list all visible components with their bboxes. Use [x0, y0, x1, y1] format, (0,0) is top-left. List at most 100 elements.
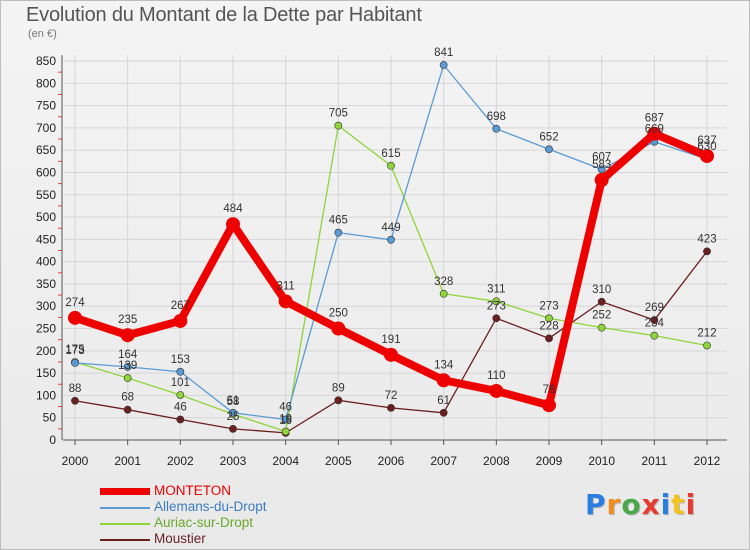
data-point-moustier [176, 415, 185, 424]
data-point-auriac-sur-dropt [387, 161, 395, 170]
data-label-allemans-du-dropt: 46 [279, 401, 292, 413]
data-point-moustier [334, 396, 343, 405]
y-tick-label: 250 [36, 322, 56, 336]
data-label-allemans-du-dropt: 669 [645, 124, 664, 136]
data-label-auriac-sur-dropt: 212 [697, 327, 716, 339]
data-point-moustier [71, 396, 79, 405]
data-point-auriac-sur-dropt [597, 323, 606, 332]
data-label-moustier: 423 [697, 233, 716, 245]
y-tick-label: 500 [36, 210, 56, 224]
y-tick-label: 350 [36, 277, 56, 291]
y-tick-label: 450 [36, 232, 56, 246]
data-point-allemans-du-dropt [334, 228, 343, 237]
data-point-monteton [68, 310, 82, 325]
data-label-moustier: 310 [592, 284, 611, 296]
data-label-allemans-du-dropt: 449 [381, 222, 400, 234]
legend-swatch [100, 539, 150, 541]
data-point-moustier [703, 247, 711, 256]
data-label-auriac-sur-dropt: 328 [434, 276, 453, 288]
y-tick-label: 100 [36, 388, 56, 402]
data-point-monteton [542, 398, 556, 413]
data-point-allemans-du-dropt [597, 165, 606, 174]
y-tick-label: 700 [36, 121, 56, 135]
data-label-auriac-sur-dropt: 234 [645, 318, 665, 330]
chart-title: Evolution du Montant de la Dette par Hab… [26, 4, 422, 26]
data-label-moustier: 88 [69, 383, 82, 395]
legend-swatch [100, 507, 150, 509]
data-point-monteton [700, 148, 714, 163]
data-label-allemans-du-dropt: 465 [329, 215, 348, 227]
legend-label: Moustier [154, 531, 206, 546]
data-point-auriac-sur-dropt [703, 341, 711, 350]
y-tick-label: 300 [36, 299, 56, 313]
data-label-allemans-du-dropt: 841 [434, 47, 453, 59]
y-tick-label: 200 [36, 344, 56, 358]
data-point-allemans-du-dropt [492, 124, 501, 133]
data-point-monteton [647, 126, 662, 141]
data-label-monteton: 637 [697, 135, 716, 147]
data-point-moustier [123, 405, 132, 414]
data-label-monteton: 250 [329, 308, 348, 320]
x-tick-label: 2009 [536, 454, 563, 468]
data-point-monteton [489, 383, 504, 398]
data-point-auriac-sur-dropt [176, 391, 185, 399]
data-point-auriac-sur-dropt [439, 289, 448, 298]
proxiti-logo: Proxiti [585, 488, 697, 521]
data-label-monteton: 484 [223, 203, 243, 215]
data-point-monteton [384, 347, 398, 362]
data-point-allemans-du-dropt [439, 61, 448, 69]
y-tick-label: 750 [36, 99, 56, 113]
data-label-monteton: 274 [65, 297, 85, 309]
y-tick-label: 50 [43, 411, 57, 425]
data-label-auriac-sur-dropt: 101 [171, 377, 190, 389]
x-tick-label: 2000 [62, 454, 89, 468]
data-label-auriac-sur-dropt: 705 [329, 108, 348, 120]
data-label-auriac-sur-dropt: 273 [539, 300, 558, 312]
data-point-moustier [229, 424, 237, 433]
data-label-allemans-du-dropt: 61 [227, 395, 240, 407]
data-point-moustier [387, 403, 395, 412]
data-point-monteton [173, 313, 188, 328]
data-point-moustier [650, 316, 659, 324]
y-tick-label: 0 [49, 433, 56, 447]
data-label-monteton: 235 [118, 314, 137, 326]
data-point-moustier [439, 408, 448, 417]
legend-swatch [100, 523, 150, 525]
x-tick-label: 2005 [325, 454, 352, 468]
data-label-monteton: 134 [434, 359, 454, 371]
chart-unit-label: (en €) [28, 28, 57, 40]
y-tick-label: 800 [36, 76, 56, 90]
legend-label: MONTETON [154, 483, 231, 498]
legend-label: Auriac-sur-Dropt [154, 515, 254, 530]
x-tick-label: 2004 [272, 454, 299, 468]
legend-label: Allemans-du-Dropt [154, 499, 267, 514]
data-label-monteton: 267 [171, 300, 190, 312]
legend-swatch [100, 488, 150, 495]
y-tick-label: 550 [36, 188, 56, 202]
data-label-monteton: 78 [543, 384, 556, 396]
x-tick-label: 2010 [588, 454, 615, 468]
data-point-auriac-sur-dropt [492, 297, 501, 306]
x-tick-label: 2006 [378, 454, 405, 468]
data-point-allemans-du-dropt [281, 415, 290, 424]
data-label-allemans-du-dropt: 698 [487, 111, 506, 123]
data-label-allemans-du-dropt: 630 [697, 141, 716, 153]
data-label-allemans-du-dropt: 164 [118, 349, 138, 361]
y-tick-label: 650 [36, 143, 56, 157]
y-tick-label: 150 [36, 366, 56, 380]
data-label-moustier: 68 [121, 392, 134, 404]
data-point-moustier [545, 334, 553, 343]
data-point-allemans-du-dropt [387, 235, 395, 244]
data-label-moustier: 269 [645, 302, 664, 314]
data-point-auriac-sur-dropt [281, 427, 290, 436]
y-tick-label: 400 [36, 255, 56, 269]
data-label-allemans-du-dropt: 652 [539, 131, 558, 143]
data-label-allemans-du-dropt: 153 [171, 354, 190, 366]
data-label-auriac-sur-dropt: 19 [279, 414, 292, 426]
x-tick-label: 2008 [483, 454, 510, 468]
data-label-auriac-sur-dropt: 311 [487, 283, 505, 295]
data-label-moustier: 25 [227, 411, 240, 423]
data-label-monteton: 110 [487, 370, 505, 382]
